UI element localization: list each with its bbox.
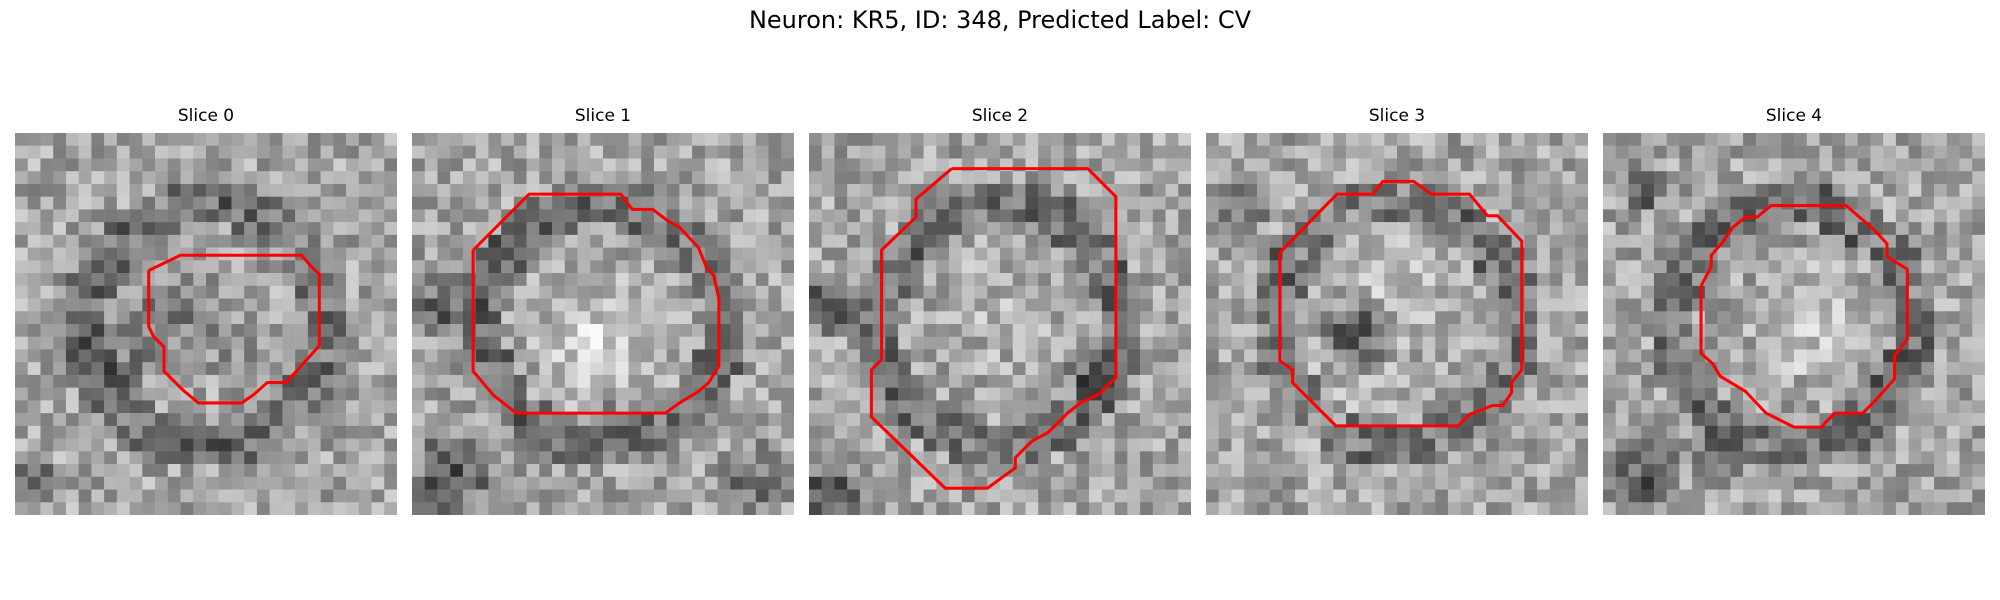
slice-panel-0: Slice 0 xyxy=(15,106,397,504)
slice-title: Slice 0 xyxy=(15,106,397,126)
slice-panel-4: Slice 4 xyxy=(1603,106,1985,504)
slice-panel-1: Slice 1 xyxy=(412,106,794,504)
slice-panel-2: Slice 2 xyxy=(809,106,1191,504)
slice-title: Slice 1 xyxy=(412,106,794,126)
slice-image-2 xyxy=(809,133,1191,515)
slice-title: Slice 4 xyxy=(1603,106,1985,126)
figure-title: Neuron: KR5, ID: 348, Predicted Label: C… xyxy=(0,6,2000,34)
slice-title: Slice 2 xyxy=(809,106,1191,126)
slice-image-3 xyxy=(1206,133,1588,515)
slice-image-1 xyxy=(412,133,794,515)
slice-title: Slice 3 xyxy=(1206,106,1588,126)
slice-image-4 xyxy=(1603,133,1985,515)
slice-panel-3: Slice 3 xyxy=(1206,106,1588,504)
slice-image-0 xyxy=(15,133,397,515)
